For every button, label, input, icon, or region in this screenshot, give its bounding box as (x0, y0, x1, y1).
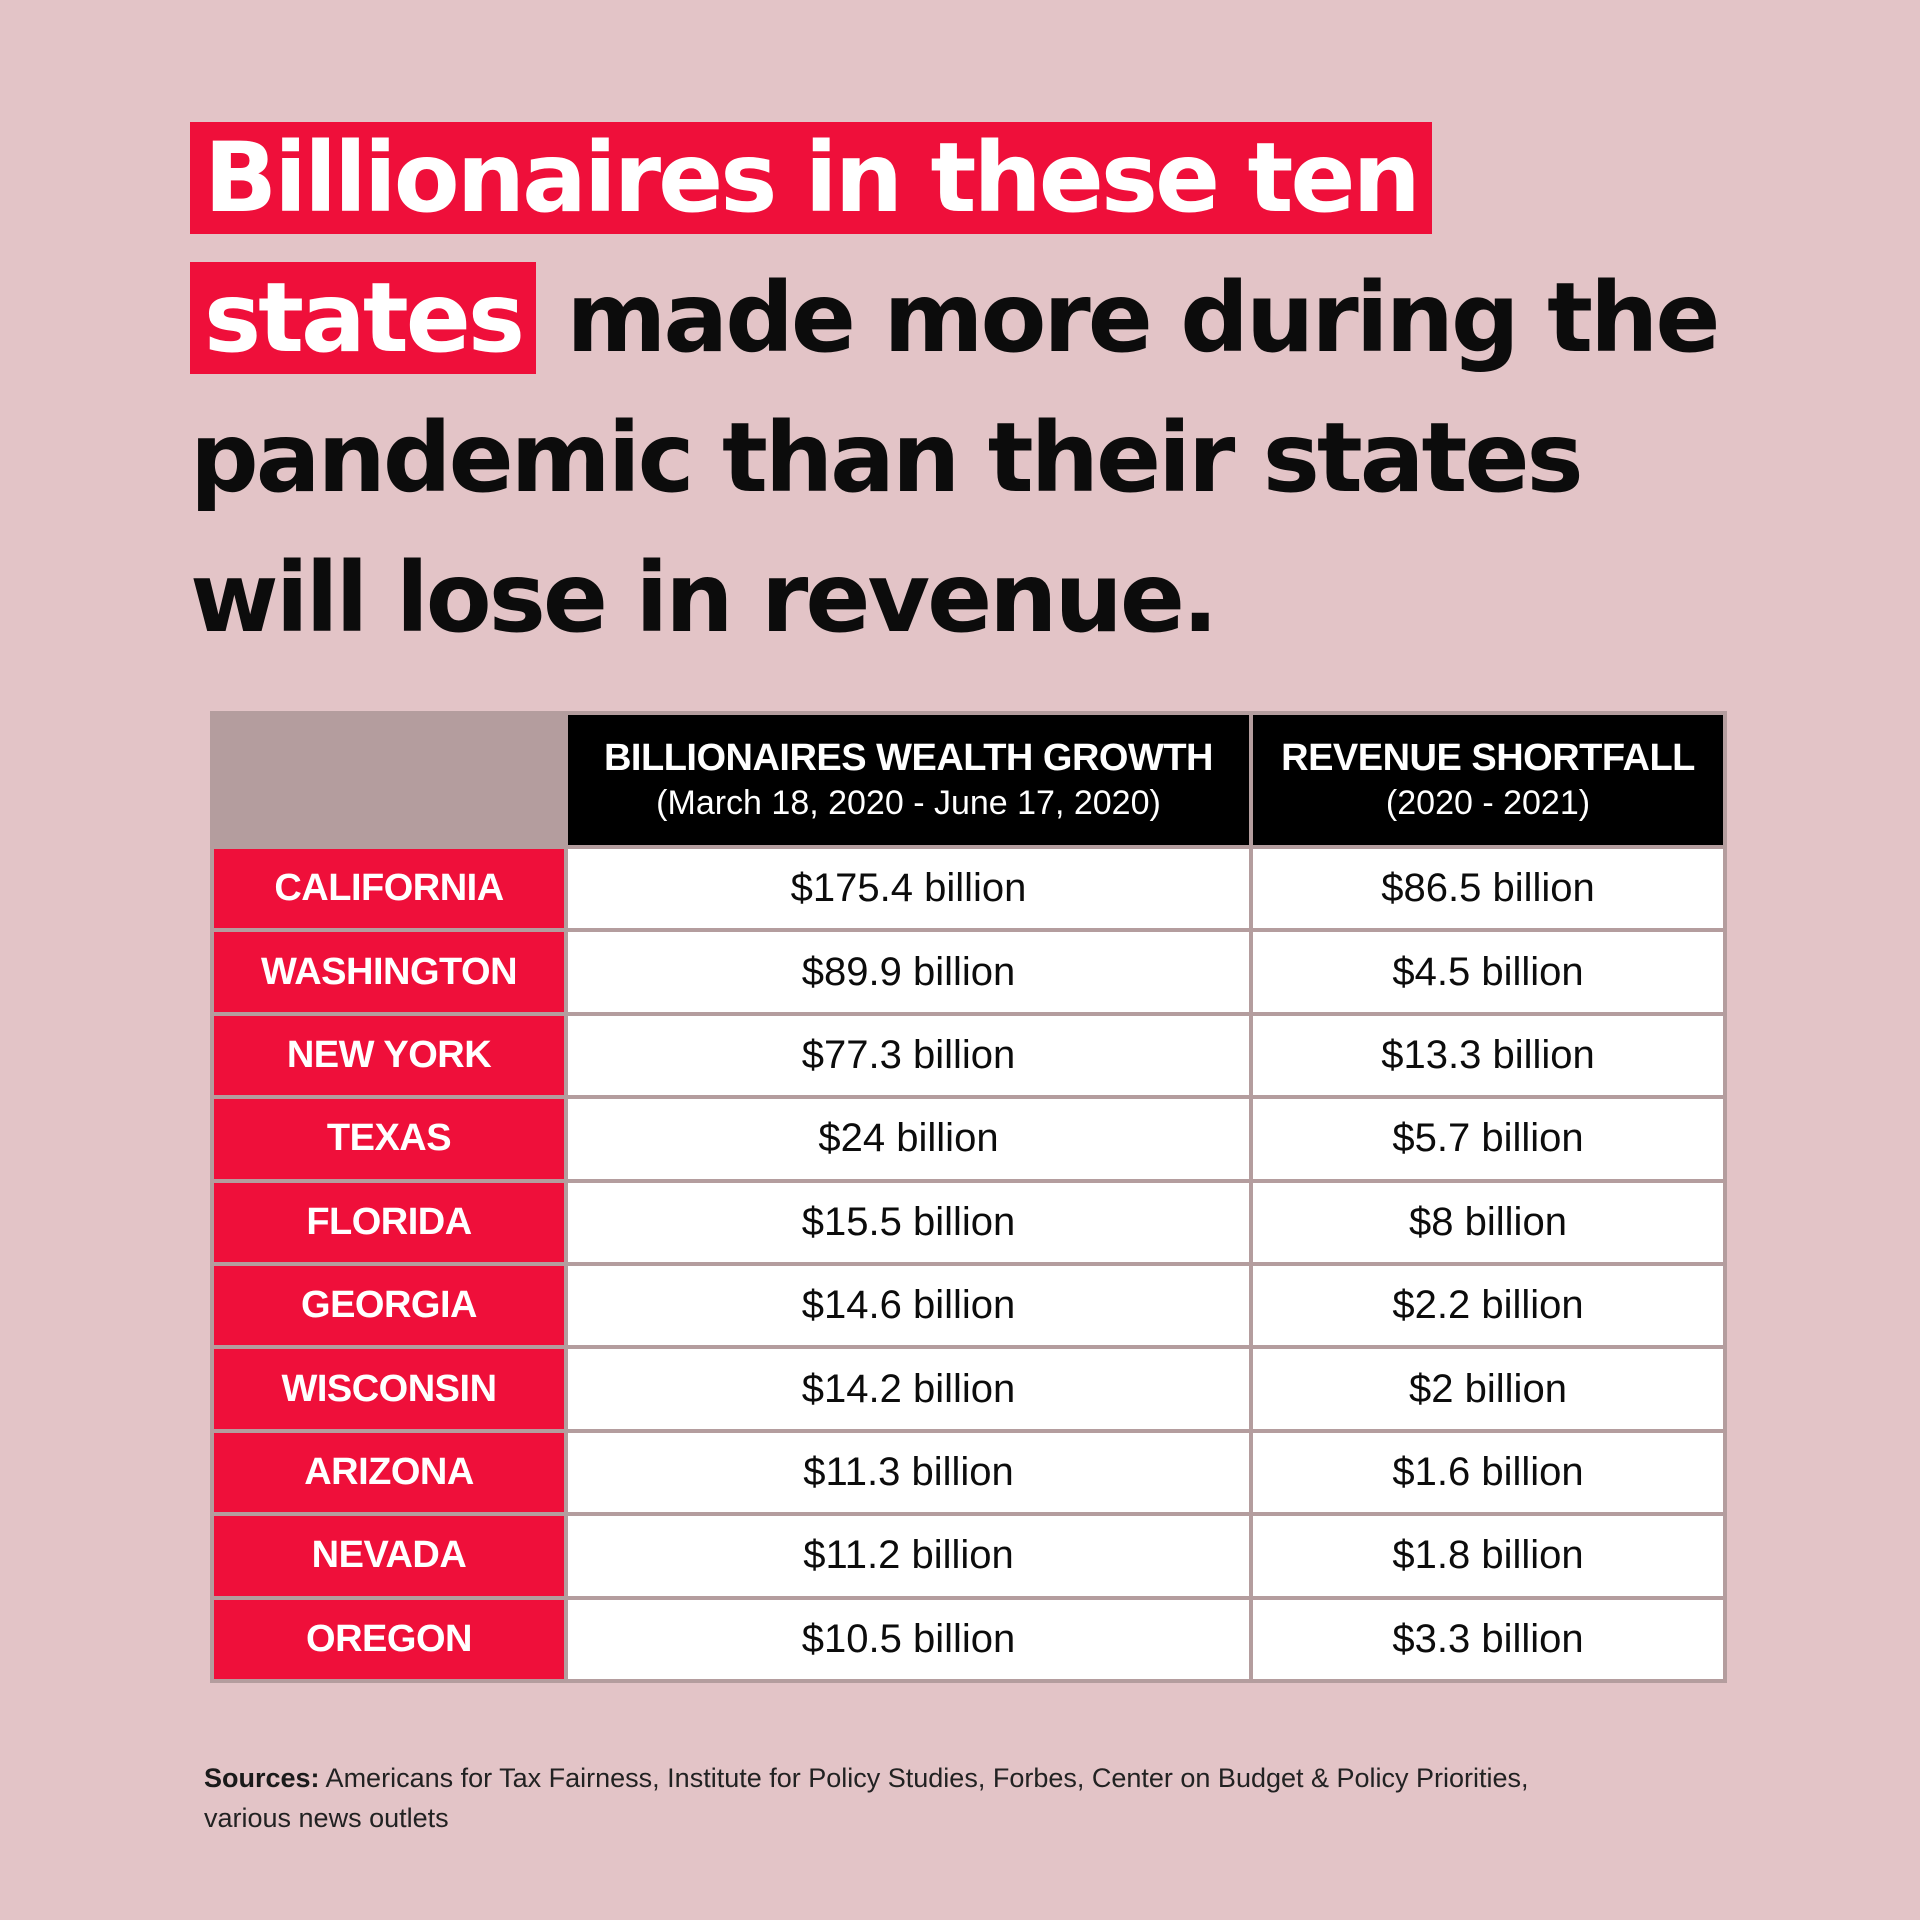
data-table: BILLIONAIRES WEALTH GROWTH (March 18, 20… (210, 711, 1727, 1683)
wealth-growth-cell: $11.2 billion (568, 1516, 1249, 1596)
column-header-subtitle: (2020 - 2021) (1385, 784, 1591, 822)
wealth-growth-cell: $89.9 billion (568, 932, 1249, 1012)
wealth-growth-cell: $11.3 billion (568, 1432, 1249, 1513)
column-header-revenue-shortfall: REVENUE SHORTFALL (2020 - 2021) (1253, 715, 1723, 845)
state-cell: TEXAS (214, 1099, 564, 1179)
state-cell: FLORIDA (214, 1182, 564, 1262)
wealth-growth-cell: $10.5 billion (568, 1599, 1249, 1679)
sources-label: Sources: (204, 1763, 320, 1793)
state-cell: OREGON (214, 1599, 564, 1679)
wealth-growth-cell: $175.4 billion (568, 849, 1249, 929)
table-row: TEXAS $24 billion $5.7 billion (214, 1099, 1723, 1179)
table-row: WISCONSIN $14.2 billion $2 billion (214, 1349, 1723, 1429)
column-header-subtitle: (March 18, 2020 - June 17, 2020) (656, 784, 1161, 822)
table-corner-cell (214, 715, 564, 845)
revenue-shortfall-cell: $13.3 billion (1253, 1015, 1723, 1096)
table-row: FLORIDA $15.5 billion $8 billion (214, 1182, 1723, 1262)
revenue-shortfall-cell: $5.7 billion (1253, 1099, 1723, 1179)
revenue-shortfall-cell: $3.3 billion (1253, 1599, 1723, 1679)
headline-rest: made more during the pandemic than their… (190, 262, 1720, 654)
column-header-wealth-growth: BILLIONAIRES WEALTH GROWTH (March 18, 20… (568, 715, 1249, 845)
wealth-growth-cell: $14.2 billion (568, 1349, 1249, 1429)
table-row: WASHINGTON $89.9 billion $4.5 billion (214, 932, 1723, 1012)
state-cell: WISCONSIN (214, 1349, 564, 1429)
revenue-shortfall-cell: $1.6 billion (1253, 1432, 1723, 1513)
revenue-shortfall-cell: $4.5 billion (1253, 932, 1723, 1012)
column-header-title: REVENUE SHORTFALL (1281, 737, 1695, 779)
table-header-row: BILLIONAIRES WEALTH GROWTH (March 18, 20… (214, 715, 1723, 845)
wealth-growth-cell: $14.6 billion (568, 1265, 1249, 1346)
state-cell: WASHINGTON (214, 932, 564, 1012)
column-header-title: BILLIONAIRES WEALTH GROWTH (603, 737, 1214, 779)
state-cell: ARIZONA (214, 1432, 564, 1513)
table-row: OREGON $10.5 billion $3.3 billion (214, 1599, 1723, 1679)
table-row: GEORGIA $14.6 billion $2.2 billion (214, 1265, 1723, 1346)
sources-text: Americans for Tax Fairness, Institute fo… (204, 1763, 1529, 1833)
wealth-growth-cell: $15.5 billion (568, 1182, 1249, 1262)
state-cell: NEVADA (214, 1516, 564, 1596)
wealth-growth-cell: $77.3 billion (568, 1015, 1249, 1096)
revenue-shortfall-cell: $1.8 billion (1253, 1516, 1723, 1596)
revenue-shortfall-cell: $8 billion (1253, 1182, 1723, 1262)
state-cell: CALIFORNIA (214, 849, 564, 929)
sources-note: Sources: Americans for Tax Fairness, Ins… (204, 1758, 1604, 1838)
state-cell: NEW YORK (214, 1015, 564, 1096)
table-row: NEVADA $11.2 billion $1.8 billion (214, 1516, 1723, 1596)
table-row: NEW YORK $77.3 billion $13.3 billion (214, 1015, 1723, 1096)
table-row: CALIFORNIA $175.4 billion $86.5 billion (214, 849, 1723, 929)
headline: Billionaires in these ten states made mo… (190, 108, 1750, 668)
revenue-shortfall-cell: $2.2 billion (1253, 1265, 1723, 1346)
state-cell: GEORGIA (214, 1265, 564, 1346)
table-row: ARIZONA $11.3 billion $1.6 billion (214, 1432, 1723, 1513)
revenue-shortfall-cell: $86.5 billion (1253, 849, 1723, 929)
revenue-shortfall-cell: $2 billion (1253, 1349, 1723, 1429)
wealth-growth-cell: $24 billion (568, 1099, 1249, 1179)
table-body: CALIFORNIA $175.4 billion $86.5 billion WAS… (214, 849, 1723, 1679)
